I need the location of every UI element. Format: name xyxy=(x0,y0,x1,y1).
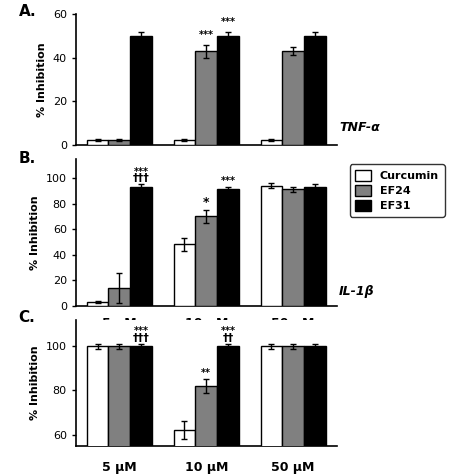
Text: **: ** xyxy=(201,368,211,378)
Bar xyxy=(282,346,304,474)
Text: †††: ††† xyxy=(133,173,149,183)
Text: 5 μM: 5 μM xyxy=(102,160,137,173)
Bar xyxy=(217,190,239,306)
Text: B.: B. xyxy=(18,152,36,166)
Text: TNF-α: TNF-α xyxy=(339,121,380,134)
Y-axis label: % Inhibition: % Inhibition xyxy=(37,42,47,117)
Text: A.: A. xyxy=(18,4,36,19)
Bar xyxy=(282,51,304,145)
Bar xyxy=(130,346,152,474)
Y-axis label: % Inhibition: % Inhibition xyxy=(30,195,40,270)
Bar xyxy=(304,36,326,145)
Text: 5 μM: 5 μM xyxy=(102,318,137,330)
Bar xyxy=(217,36,239,145)
Text: ††: †† xyxy=(222,333,234,343)
Text: 50 μM: 50 μM xyxy=(272,461,315,474)
Bar xyxy=(130,187,152,306)
Bar xyxy=(304,187,326,306)
Bar xyxy=(261,140,282,145)
Text: *: * xyxy=(203,196,210,209)
Text: 10 μM: 10 μM xyxy=(184,461,228,474)
Text: ***: *** xyxy=(220,327,236,337)
Bar xyxy=(217,346,239,474)
Text: C.: C. xyxy=(18,310,35,325)
Legend: Curcumin, EF24, EF31: Curcumin, EF24, EF31 xyxy=(350,164,445,217)
Bar xyxy=(173,245,195,306)
Text: 5 μM: 5 μM xyxy=(102,461,137,474)
Bar xyxy=(173,430,195,474)
Y-axis label: % Inhibition: % Inhibition xyxy=(30,346,40,420)
Text: ***: *** xyxy=(220,176,236,186)
Text: ***: *** xyxy=(220,17,236,27)
Bar xyxy=(109,346,130,474)
Text: 50 μM: 50 μM xyxy=(272,160,315,173)
Bar xyxy=(109,288,130,306)
Bar xyxy=(304,346,326,474)
Bar xyxy=(109,140,130,145)
Bar xyxy=(261,186,282,306)
Text: ***: *** xyxy=(134,167,148,177)
Text: 50 μM: 50 μM xyxy=(272,318,315,330)
Bar xyxy=(87,140,109,145)
Bar xyxy=(261,346,282,474)
Text: ***: *** xyxy=(199,30,214,40)
Bar xyxy=(130,36,152,145)
Text: 10 μM: 10 μM xyxy=(184,318,228,330)
Bar xyxy=(173,140,195,145)
Bar xyxy=(195,386,217,474)
Text: IL-1β: IL-1β xyxy=(339,285,375,299)
Text: 10 μM: 10 μM xyxy=(184,160,228,173)
Text: †††: ††† xyxy=(133,333,149,343)
Bar xyxy=(195,51,217,145)
Bar xyxy=(87,302,109,306)
Bar xyxy=(195,216,217,306)
Bar xyxy=(87,346,109,474)
Text: ***: *** xyxy=(134,327,148,337)
Bar xyxy=(282,190,304,306)
